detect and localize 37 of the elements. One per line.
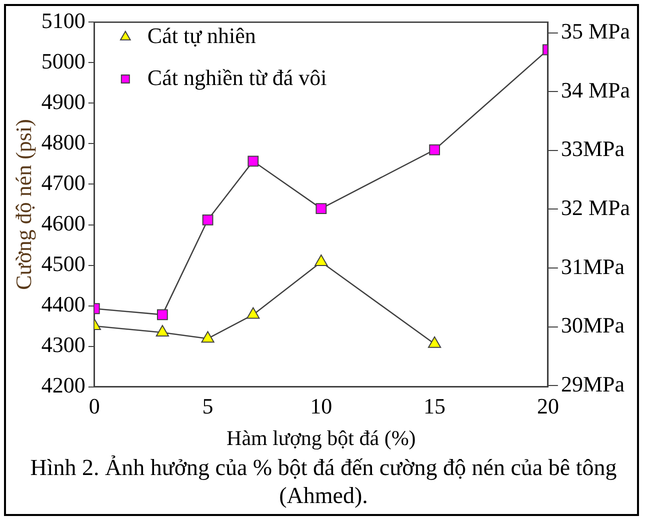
point (246, 307, 260, 319)
y2-tick-label: 35 MPa (560, 18, 630, 44)
point (248, 156, 259, 167)
y-tick-label: 4800 (41, 130, 86, 155)
y-tick-label: 4500 (41, 251, 86, 276)
x-tick-label: 5 (202, 394, 214, 419)
x-tick-label: 0 (88, 394, 100, 419)
y-axis-title: Cường độ nén (psi) (10, 119, 36, 290)
point (202, 214, 214, 226)
y2-tick-label: 34 MPa (560, 77, 630, 102)
y2-tick-label: 33MPa (560, 136, 625, 162)
y-tick-label: 5100 (41, 8, 86, 33)
legend-label: Cát tự nhiên (147, 22, 256, 48)
point (314, 254, 328, 266)
text: Hình 2. Ảnh hưởng của % bột đá đến cường độ nén của bê tông (Ahmed). (29, 454, 618, 510)
y2-tick-label: 30MPa (560, 312, 625, 338)
y-tick-label: 4600 (41, 210, 86, 236)
x-tick-label: 15 (424, 394, 446, 419)
y2-tick-label: 32 MPa (560, 194, 630, 220)
y2-tick-label: 31MPa (560, 254, 625, 279)
y-tick-label: 5000 (41, 48, 86, 74)
point (316, 203, 327, 214)
point (156, 309, 168, 320)
y-tick-label: 4900 (41, 89, 86, 114)
point (156, 325, 169, 337)
y-tick-label: 4300 (41, 332, 86, 358)
x-tick-label: 20 (536, 394, 559, 419)
y-tick-label: 4700 (41, 170, 86, 196)
point (428, 336, 442, 348)
y-tick-label: 4200 (41, 372, 86, 398)
point (201, 331, 214, 343)
legend-label: Cát nghiền từ đá vôi (147, 64, 327, 90)
y2-tick-label: 29MPa (560, 371, 625, 396)
x-axis-title: Hàm lượng bột đá (%) (226, 426, 416, 450)
point (429, 144, 440, 156)
x-tick-label: 10 (310, 394, 332, 419)
y-tick-label: 4400 (41, 292, 86, 317)
